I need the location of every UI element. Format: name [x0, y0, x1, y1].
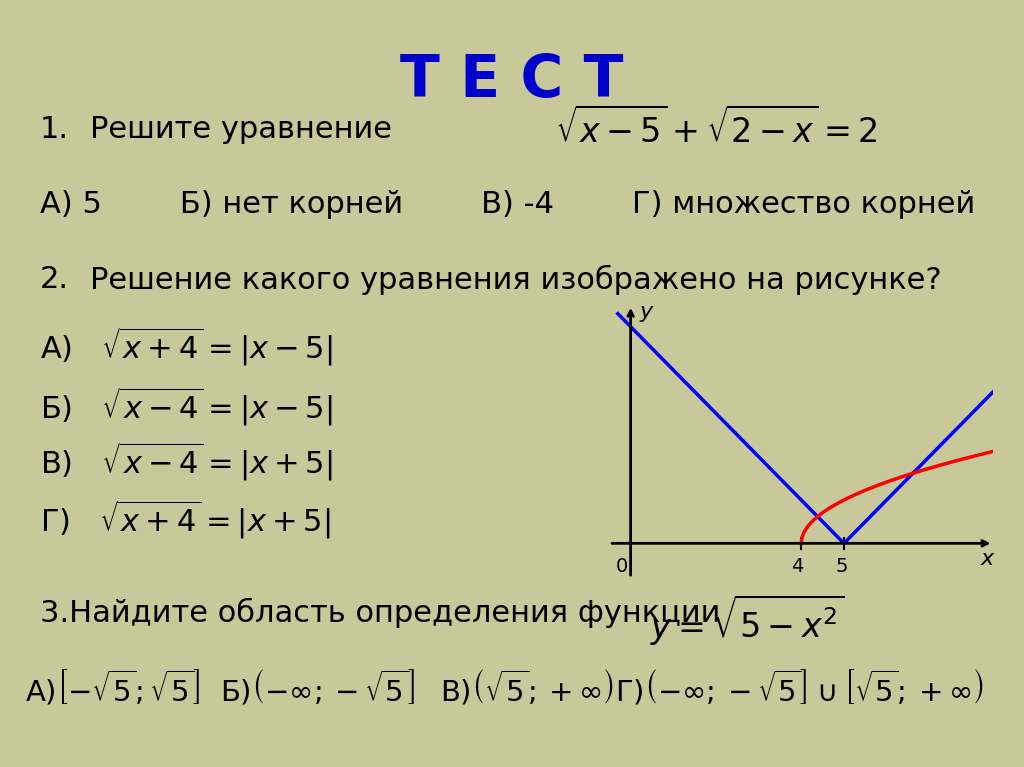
Text: Т Е С Т: Т Е С Т	[400, 52, 624, 109]
Text: А) 5        Б) нет корней        В) -4        Г) множество корней: А) 5 Б) нет корней В) -4 Г) множество ко…	[40, 190, 975, 219]
Text: $\sqrt{x-5}+\sqrt{2-x}=2$: $\sqrt{x-5}+\sqrt{2-x}=2$	[555, 108, 878, 150]
Text: Б)$\left(-\infty;-\sqrt{5}\right]$: Б)$\left(-\infty;-\sqrt{5}\right]$	[220, 668, 415, 707]
Text: Г)   $\sqrt{x+4}=|x+5|$: Г) $\sqrt{x+4}=|x+5|$	[40, 498, 331, 541]
Text: Г)$\left(-\infty;-\sqrt{5}\right]\cup\left[\sqrt{5};+\infty\right)$: Г)$\left(-\infty;-\sqrt{5}\right]\cup\le…	[615, 668, 984, 707]
Text: y: y	[639, 302, 652, 322]
Text: x: x	[981, 549, 993, 569]
Text: 3.Найдите область определения функции: 3.Найдите область определения функции	[40, 598, 720, 628]
Text: 2.: 2.	[40, 265, 69, 294]
Text: 4: 4	[791, 557, 803, 575]
Text: 1.: 1.	[40, 115, 69, 144]
Text: $y=\sqrt{5-x^{2}}$: $y=\sqrt{5-x^{2}}$	[650, 592, 845, 647]
Text: Б)   $\sqrt{x-4}=|x-5|$: Б) $\sqrt{x-4}=|x-5|$	[40, 385, 333, 428]
Text: В)$\left(\sqrt{5};+\infty\right)$: В)$\left(\sqrt{5};+\infty\right)$	[440, 668, 614, 707]
Text: А)   $\sqrt{x+4}=|x-5|$: А) $\sqrt{x+4}=|x-5|$	[40, 325, 333, 368]
Text: Решение какого уравнения изображено на рисунке?: Решение какого уравнения изображено на р…	[90, 265, 942, 295]
Text: 0: 0	[615, 557, 628, 575]
Text: 5: 5	[836, 557, 848, 575]
Text: В)   $\sqrt{x-4}=|x+5|$: В) $\sqrt{x-4}=|x+5|$	[40, 440, 333, 483]
Text: А)$\left[-\sqrt{5};\sqrt{5}\right]$: А)$\left[-\sqrt{5};\sqrt{5}\right]$	[25, 668, 200, 707]
Text: Решите уравнение: Решите уравнение	[90, 115, 392, 144]
